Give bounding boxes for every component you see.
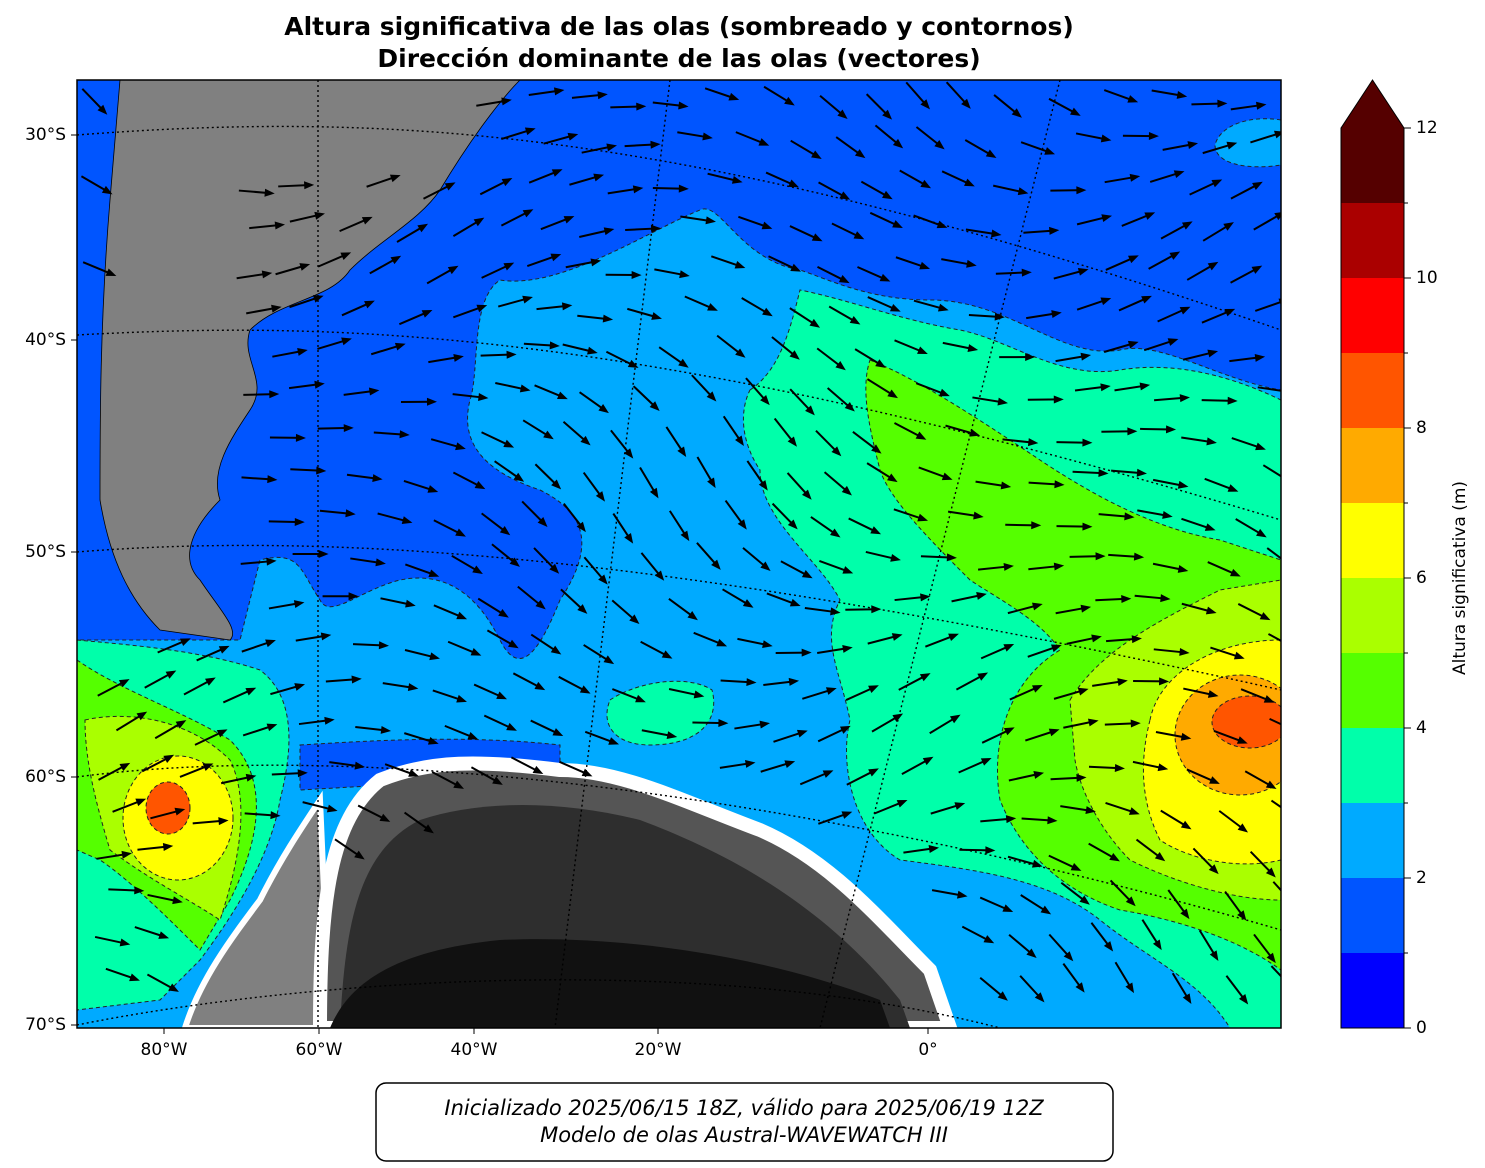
colorbar-tick-label: 12 — [1416, 118, 1438, 138]
footer-line: Modelo de olas Austral-WAVEWATCH III — [540, 1123, 948, 1147]
title-line: Dirección dominante de las olas (vectore… — [377, 44, 980, 73]
colorbar-band — [1341, 953, 1404, 1028]
colorbar-tick-label: 6 — [1416, 568, 1427, 588]
wave-vector-head — [1288, 898, 1298, 908]
colorbar-band — [1341, 878, 1404, 953]
colorbar-tick-label: 4 — [1416, 718, 1427, 738]
colorbar-tick-label: 2 — [1416, 868, 1427, 888]
colorbar-band — [1341, 803, 1404, 878]
colorbar-tick-label: 10 — [1416, 268, 1438, 288]
footer-box — [376, 1083, 1113, 1161]
lat-label: 30°S — [25, 125, 66, 145]
lat-label: 50°S — [25, 542, 66, 562]
wave-vector-head — [1283, 387, 1293, 395]
lon-label: 40°W — [451, 1040, 498, 1060]
title-line: Altura significativa de las olas (sombre… — [284, 12, 1074, 41]
colorbar-band — [1341, 728, 1404, 803]
lon-label: 60°W — [296, 1040, 343, 1060]
wave-vector-head — [1283, 476, 1294, 485]
colorbar-band — [1341, 353, 1404, 428]
lat-label: 60°S — [25, 767, 66, 787]
lon-label: 20°W — [635, 1040, 682, 1060]
wave-vector-head — [1286, 982, 1296, 992]
colorbar-band — [1341, 428, 1404, 503]
colorbar-band — [1341, 203, 1404, 278]
colorbar-band — [1341, 653, 1404, 728]
wave-vector-head — [1286, 560, 1296, 569]
colorbar-tick-label: 8 — [1416, 418, 1427, 438]
colorbar-extend — [1341, 80, 1404, 128]
colorbar-tick-label: 0 — [1416, 1018, 1427, 1038]
wave-vector-head — [1291, 812, 1301, 821]
map — [77, 80, 1305, 1028]
colorbar-band — [1341, 278, 1404, 353]
wave-region — [146, 782, 190, 834]
colorbar-band — [1341, 578, 1404, 653]
lat-label: 40°S — [25, 330, 66, 350]
lat-label: 70°S — [25, 1015, 66, 1035]
lon-label: 80°W — [141, 1040, 188, 1060]
lon-label: 0° — [918, 1040, 937, 1060]
wave-vector-head — [1289, 643, 1300, 651]
wave-vector-head — [1291, 726, 1302, 734]
colorbar-label: Altura significativa (m) — [1450, 481, 1470, 675]
colorbar-band — [1341, 128, 1404, 203]
footer-line: Inicializado 2025/06/15 18Z, válido para… — [444, 1096, 1044, 1120]
colorbar-band — [1341, 503, 1404, 578]
